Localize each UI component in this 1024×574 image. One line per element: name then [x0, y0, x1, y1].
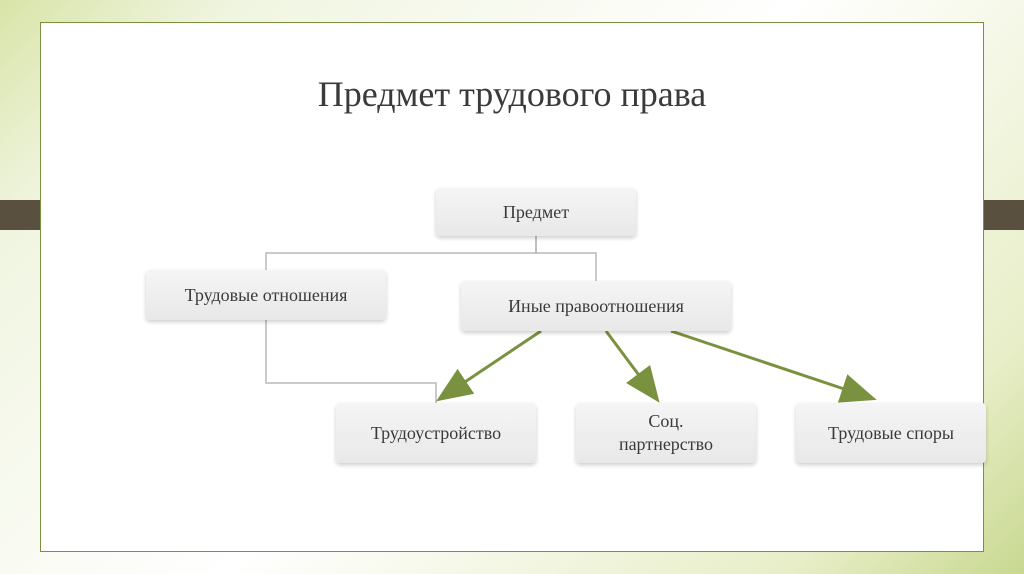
node-employment: Трудоустройство [336, 403, 536, 463]
node-other_rel: Иные правоотношения [461, 281, 731, 331]
slide-frame: Предмет трудового права Предмет Трудовые … [40, 22, 984, 552]
slide-title: Предмет трудового права [41, 73, 983, 115]
left-accent-bar [0, 200, 40, 230]
node-label: Предмет [503, 202, 569, 223]
node-subject: Предмет [436, 188, 636, 236]
node-disputes: Трудовые споры [796, 403, 986, 463]
right-accent-bar [984, 200, 1024, 230]
node-label: Трудовые споры [828, 423, 954, 444]
node-label: Трудовые отношения [185, 285, 348, 306]
node-label: Иные правоотношения [508, 296, 684, 317]
node-labor_rel: Трудовые отношения [146, 270, 386, 320]
node-social: Соц.партнерство [576, 403, 756, 463]
node-label: Трудоустройство [371, 423, 501, 444]
node-label: Соц.партнерство [619, 410, 713, 457]
